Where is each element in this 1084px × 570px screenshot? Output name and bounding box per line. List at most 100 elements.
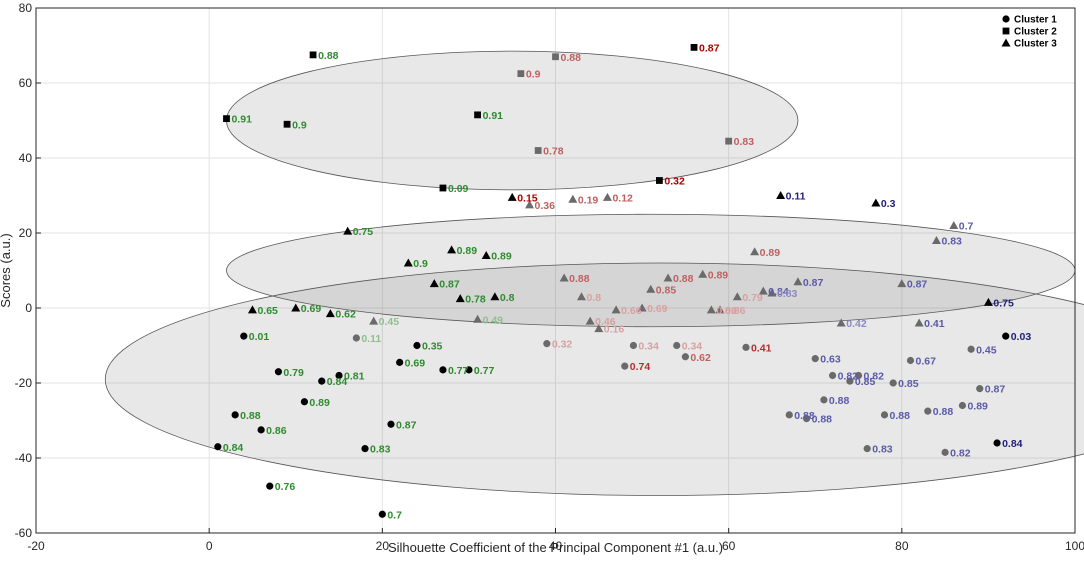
point-label: 0.16 [604, 324, 625, 336]
triangle-marker [291, 303, 301, 312]
point-label: 0.8 [586, 292, 601, 304]
point-label: 0.69 [647, 303, 668, 315]
point-label: 0.86 [716, 305, 737, 317]
triangle-marker [871, 198, 881, 207]
point-label: 0.88 [240, 410, 261, 422]
legend-label: Cluster 1 [1014, 15, 1057, 26]
triangle-marker [793, 277, 803, 286]
point-label: 0.75 [993, 297, 1014, 309]
point-label: 0.89 [491, 251, 512, 263]
circle-marker [1002, 332, 1010, 340]
cluster-ellipses [105, 50, 1084, 496]
point-label: 0.36 [535, 200, 556, 212]
point-label: 0.88 [569, 273, 590, 285]
point-label: 0.79 [283, 367, 304, 379]
point-label: 0.88 [673, 273, 694, 285]
circle-marker [785, 411, 793, 419]
point-label: 0.34 [638, 341, 659, 353]
point-label: 0.91 [483, 110, 504, 122]
point-label: 0.7 [387, 509, 402, 521]
circle-marker [958, 401, 967, 410]
triangle-marker [750, 247, 760, 256]
point-label: 0.88 [812, 414, 833, 426]
circle-marker [906, 356, 915, 365]
point-label: 0.09 [448, 183, 469, 195]
circle-marker [673, 341, 681, 350]
point-label: 0.89 [309, 397, 330, 409]
x-tick-label: 100 [1065, 539, 1084, 553]
triangle-marker [429, 279, 439, 288]
point-label: 0.82 [838, 371, 859, 383]
point-label: 0.78 [543, 146, 564, 158]
point-label: 0.85 [855, 376, 876, 388]
point-label: 0.69 [405, 357, 426, 369]
triangle-marker [836, 318, 846, 327]
circle-marker [820, 396, 828, 404]
point-label: 0.35 [422, 341, 443, 353]
point-label: 0.32 [552, 339, 573, 351]
x-tick-label: 0 [206, 539, 213, 553]
circle-marker [976, 385, 984, 393]
cluster-ellipse-1 [226, 50, 799, 191]
point-label: 0.75 [353, 226, 374, 238]
point-label: 0.88 [794, 410, 815, 422]
triangle-marker [481, 251, 491, 259]
circle-marker [924, 407, 932, 415]
x-tick-label: 20 [376, 539, 390, 553]
point-label: 0.77 [448, 365, 469, 377]
point-label: 0.62 [335, 309, 356, 321]
circle-marker [846, 377, 854, 385]
square-marker [223, 115, 230, 123]
circle-marker [266, 482, 274, 490]
point-label: 0.49 [483, 314, 504, 326]
point-label: 0.66 [621, 305, 642, 317]
point-label: 0.87 [985, 384, 1006, 396]
point-label: 0.74 [630, 361, 651, 373]
circle-marker [439, 366, 447, 374]
circle-marker [240, 332, 248, 340]
triangle-marker [602, 192, 612, 201]
point-label: 0.91 [231, 114, 252, 126]
triangle-marker [247, 305, 257, 314]
circle-marker [629, 341, 638, 350]
circle-marker [681, 353, 689, 361]
point-label: 0.63 [820, 354, 841, 366]
y-tick-label: -20 [15, 376, 33, 390]
point-label: 0.88 [561, 52, 582, 64]
triangle-marker [931, 236, 941, 244]
circle-marker [231, 411, 239, 419]
data-labels: 0.88 0.880.870.90.91 0.90.910.830.780.090.… [223, 42, 1032, 521]
point-label: 0.8 [500, 292, 515, 304]
point-label: 0.84 [223, 442, 244, 454]
triangle-marker [983, 297, 993, 306]
square-marker [656, 177, 663, 184]
point-label: 0.86 [725, 305, 746, 317]
point-label: 0.82 [864, 371, 885, 383]
legend-triangle-marker [1001, 38, 1011, 47]
point-label: 0.83 [370, 444, 391, 456]
circle-marker [967, 345, 975, 353]
point-label: 0.81 [344, 371, 365, 383]
point-label: 0.84 [1002, 438, 1023, 450]
triangle-marker [576, 292, 586, 301]
circle-marker [854, 371, 863, 380]
point-label: 0.85 [898, 378, 919, 390]
point-label: 0.01 [249, 331, 270, 343]
circle-marker [361, 445, 369, 453]
point-label: 0.42 [846, 318, 867, 330]
triangle-marker [369, 316, 379, 325]
square-marker [517, 70, 525, 78]
square-marker [439, 184, 447, 192]
point-label: 0.12 [612, 192, 633, 204]
point-label: 0.87 [439, 279, 460, 291]
triangle-marker [776, 191, 786, 199]
point-label: 0.76 [275, 481, 296, 493]
cluster-ellipse-3 [105, 262, 1084, 496]
triangle-marker [646, 284, 656, 293]
x-axis-label: Silhouette Coefficient of the Principal … [388, 540, 723, 555]
y-tick-label: -60 [15, 526, 33, 540]
circle-marker [300, 398, 309, 406]
square-marker [690, 43, 698, 51]
circle-marker [621, 362, 629, 370]
point-label: 0.88 [933, 406, 954, 418]
